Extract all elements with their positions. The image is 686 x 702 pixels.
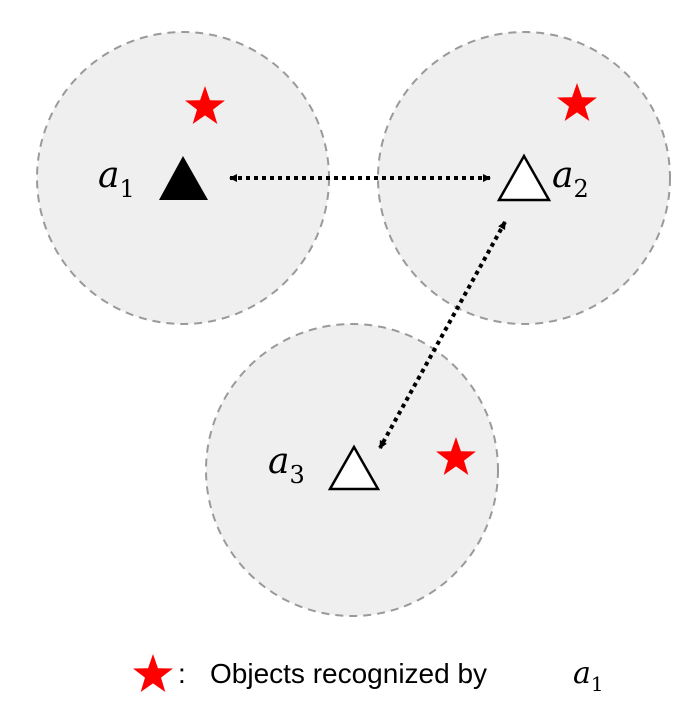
link-a2-a3 (378, 221, 507, 449)
agent-a2-label: a2 (552, 155, 589, 203)
recognized-object-star-icon (436, 437, 476, 475)
legend: : Objects recognized by a1 (133, 654, 604, 696)
recognized-object-star-icon (557, 83, 597, 121)
agent-a3-triangle-icon (327, 444, 381, 491)
agent-a1-filled-triangle-icon (159, 156, 208, 200)
agent-a3-label: a3 (268, 441, 305, 489)
legend-label: Objects recognized by (210, 658, 487, 689)
legend-star-icon (133, 654, 173, 692)
agent-a2-triangle-icon (496, 153, 552, 202)
legend-agent-label: a1 (573, 656, 604, 696)
agent-a1-label: a1 (98, 155, 135, 203)
legend-colon: : (178, 658, 186, 689)
recognized-object-star-icon (185, 86, 225, 124)
